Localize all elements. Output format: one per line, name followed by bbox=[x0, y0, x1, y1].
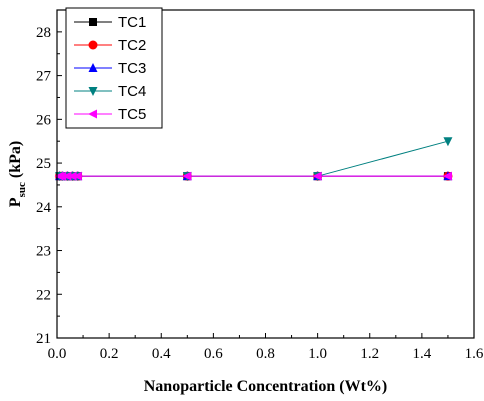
x-tick-label: 0.2 bbox=[100, 346, 119, 362]
y-tick-label: 28 bbox=[36, 25, 51, 41]
y-tick-label: 23 bbox=[36, 244, 51, 260]
y-tick-label: 26 bbox=[36, 112, 52, 128]
y-tick-label: 25 bbox=[36, 156, 51, 172]
x-tick-label: 1.2 bbox=[360, 346, 379, 362]
legend-label: TC4 bbox=[118, 83, 146, 100]
data-point-tc5 bbox=[67, 171, 77, 181]
data-point-tc5 bbox=[72, 171, 82, 181]
x-axis-title: Nanoparticle Concentration (Wt%) bbox=[144, 378, 388, 395]
series-tc4 bbox=[55, 137, 453, 182]
plot-frame bbox=[56, 9, 475, 339]
legend-item-tc3: TC3 bbox=[74, 60, 146, 77]
y-tick-label: 27 bbox=[36, 69, 52, 85]
y-tick-label: 24 bbox=[36, 200, 52, 216]
series-layer bbox=[54, 137, 453, 182]
data-point-tc5 bbox=[442, 171, 452, 181]
legend-label: TC5 bbox=[118, 106, 146, 123]
x-tick-label: 1.0 bbox=[308, 346, 327, 362]
axis-ticks: 0.0 0.2 0.4 0.6 0.8 1.0 1.2 1.4 1.6 21 22 23 24 25 26 2… bbox=[36, 9, 484, 362]
data-point-tc5 bbox=[57, 171, 67, 181]
legend-item-tc1: TC1 bbox=[74, 14, 146, 31]
data-point-tc5 bbox=[182, 171, 192, 181]
legend-item-tc2: TC2 bbox=[74, 37, 146, 54]
legend: TC1 TC2 TC3 TC4 TC5 bbox=[65, 7, 163, 129]
legend-marker bbox=[88, 40, 98, 50]
data-point-tc5 bbox=[312, 171, 322, 181]
legend-label: TC1 bbox=[118, 14, 146, 31]
legend-item-tc5: TC5 bbox=[74, 106, 146, 123]
y-tick-label: 22 bbox=[36, 287, 51, 303]
data-point-tc5 bbox=[62, 171, 72, 181]
x-tick-label: 0.0 bbox=[48, 346, 67, 362]
y-axis-title-unit: (kPa) bbox=[7, 141, 24, 182]
legend-marker bbox=[88, 87, 98, 96]
data-point-tc4 bbox=[443, 137, 453, 147]
legend-marker bbox=[88, 63, 98, 72]
legend-item-tc4: TC4 bbox=[74, 83, 146, 100]
x-tick-label: 0.6 bbox=[204, 346, 223, 362]
y-tick-label: 21 bbox=[36, 331, 51, 347]
legend-marker bbox=[88, 109, 97, 119]
x-tick-label: 0.4 bbox=[152, 346, 171, 362]
y-axis-title: Psuc (kPa) bbox=[7, 141, 28, 207]
legend-marker bbox=[89, 18, 97, 26]
legend-label: TC3 bbox=[118, 60, 146, 77]
x-tick-label: 1.6 bbox=[465, 346, 484, 362]
x-tick-label: 1.4 bbox=[413, 346, 432, 362]
x-tick-label: 0.8 bbox=[256, 346, 275, 362]
legend-label: TC2 bbox=[118, 37, 146, 54]
series-tc5 bbox=[54, 171, 452, 181]
y-axis-title-main: P bbox=[7, 197, 24, 207]
y-axis-title-subscript: suc bbox=[16, 182, 28, 197]
series-line-tc4 bbox=[59, 140, 449, 177]
